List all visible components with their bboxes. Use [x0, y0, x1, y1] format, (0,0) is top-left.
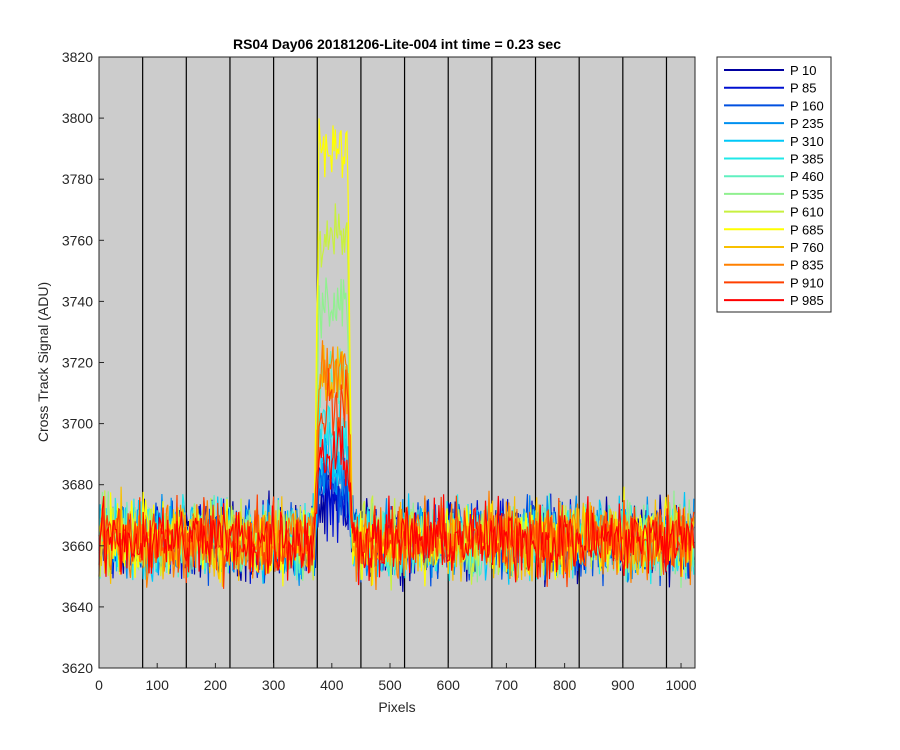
- legend-label: P 685: [790, 222, 824, 237]
- y-tick-label: 3640: [62, 599, 93, 615]
- y-tick-label: 3740: [62, 293, 93, 309]
- y-tick-label: 3720: [62, 355, 93, 371]
- y-tick-label: 3820: [62, 49, 93, 65]
- legend-label: P 310: [790, 134, 824, 149]
- y-tick-label: 3680: [62, 477, 93, 493]
- legend-label: P 760: [790, 240, 824, 255]
- x-tick-label: 900: [611, 677, 635, 693]
- legend-label: P 835: [790, 258, 824, 273]
- chart-title: RS04 Day06 20181206-Lite-004 int time = …: [233, 36, 561, 52]
- x-tick-label: 0: [95, 677, 103, 693]
- legend-label: P 10: [790, 63, 817, 78]
- legend: P 10 P 85 P 160 P 235 P 310 P 385 P 460 P 535 P …: [716, 56, 832, 313]
- legend-label: P 910: [790, 275, 824, 290]
- y-tick-label: 3760: [62, 232, 93, 248]
- y-tick-label: 3780: [62, 171, 93, 187]
- y-axis-label: Cross Track Signal (ADU): [35, 282, 51, 442]
- x-axis-label: Pixels: [378, 699, 415, 715]
- x-tick-label: 700: [495, 677, 519, 693]
- x-tick-label: 200: [204, 677, 228, 693]
- legend-label: P 160: [790, 98, 824, 113]
- y-tick-label: 3660: [62, 538, 93, 554]
- x-tick-label: 400: [320, 677, 344, 693]
- y-axis-ticks: 3620 3640 3660 3680 3700 3720 3740 3760 3780 3800…: [62, 49, 104, 676]
- x-tick-label: 100: [146, 677, 170, 693]
- legend-label: P 460: [790, 169, 824, 184]
- x-tick-label: 600: [437, 677, 461, 693]
- y-tick-label: 3800: [62, 110, 93, 126]
- legend-label: P 610: [790, 205, 824, 220]
- y-tick-label: 3620: [62, 660, 93, 676]
- x-tick-label: 500: [378, 677, 402, 693]
- x-tick-label: 1000: [665, 677, 696, 693]
- legend-label: P 85: [790, 81, 817, 96]
- x-tick-label: 300: [262, 677, 286, 693]
- legend-label: P 235: [790, 116, 824, 131]
- legend-label: P 985: [790, 293, 824, 308]
- x-tick-label: 800: [553, 677, 577, 693]
- x-axis-ticks: 0 100 200 300 400 500 600 700 800 900 1000: [95, 663, 697, 693]
- series-line: [98, 425, 695, 586]
- legend-label: P 535: [790, 187, 824, 202]
- legend-box: [716, 56, 832, 313]
- series-lines: [98, 118, 695, 592]
- legend-label: P 385: [790, 152, 824, 167]
- y-tick-label: 3700: [62, 416, 93, 432]
